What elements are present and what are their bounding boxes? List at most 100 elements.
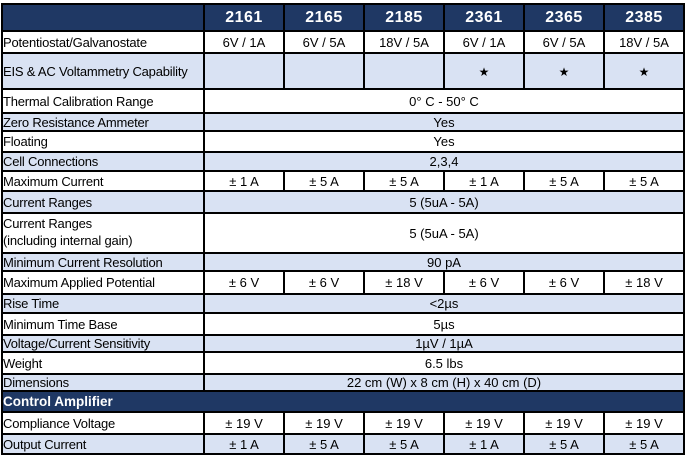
table-row-zero-resistance-ammeter: Zero Resistance Ammeter Yes [1, 112, 685, 132]
value-potentiostat-galvanostate-2385: 18V / 5A [603, 30, 685, 54]
value-eis-ac-voltammetry-capability-2165 [283, 52, 365, 90]
value-eis-ac-voltammetry-capability-2365: ★ [523, 52, 605, 90]
row-label-zero-resistance-ammeter: Zero Resistance Ammeter [1, 112, 205, 132]
table-row-minimum-time-base: Minimum Time Base 5µs [1, 312, 685, 336]
column-header-2165: 2165 [283, 3, 365, 32]
value-compliance-voltage-2185: ± 19 V [363, 411, 445, 435]
value-maximum-current-2365: ± 5 A [523, 170, 605, 192]
value-zero-resistance-ammeter: Yes [203, 112, 685, 132]
table-row-maximum-current: Maximum Current ± 1 A ± 5 A ± 5 A ± 1 A ± 5 A… [1, 170, 685, 192]
table-row-thermal-calibration-range: Thermal Calibration Range 0° C - 50° C [1, 88, 685, 114]
value-eis-ac-voltammetry-capability-2361: ★ [443, 52, 525, 90]
value-weight: 6.5 lbs [203, 351, 685, 375]
value-dimensions: 22 cm (W) x 8 cm (H) x 40 cm (D) [203, 373, 685, 392]
value-compliance-voltage-2161: ± 19 V [203, 411, 285, 435]
table-row-minimum-current-resolution: Minimum Current Resolution 90 pA [1, 252, 685, 272]
star-icon: ★ [638, 64, 650, 79]
section-header-control-amplifier: Control Amplifier [1, 390, 685, 413]
table-row-rise-time: Rise Time <2µs [1, 293, 685, 314]
row-label-minimum-current-resolution: Minimum Current Resolution [1, 252, 205, 272]
value-current-ranges: 5 (5uA - 5A) [203, 212, 685, 254]
row-label-cell-connections: Cell Connections [1, 151, 205, 172]
row-label-dimensions: Dimensions [1, 373, 205, 392]
row-label-current-ranges: Current Ranges (including internal gain) [1, 212, 205, 254]
value-eis-ac-voltammetry-capability-2385: ★ [603, 52, 685, 90]
value-thermal-calibration-range: 0° C - 50° C [203, 88, 685, 114]
row-label-current-ranges: Current Ranges [1, 190, 205, 214]
row-label-maximum-current: Maximum Current [1, 170, 205, 192]
row-label-output-current: Output Current [1, 433, 205, 455]
value-maximum-applied-potential-2385: ± 18 V [603, 270, 685, 295]
value-maximum-applied-potential-2185: ± 18 V [363, 270, 445, 295]
row-label-maximum-applied-potential: Maximum Applied Potential [1, 270, 205, 295]
table-row-weight: Weight 6.5 lbs [1, 351, 685, 375]
value-output-current-2185: ± 5 A [363, 433, 445, 455]
table-header-row: 2161 2165 2185 2361 2365 2385 [1, 3, 685, 32]
row-label-line2: (including internal gain) [3, 233, 133, 248]
value-compliance-voltage-2165: ± 19 V [283, 411, 365, 435]
value-minimum-current-resolution: 90 pA [203, 252, 685, 272]
value-maximum-current-2161: ± 1 A [203, 170, 285, 192]
column-header-2365: 2365 [523, 3, 605, 32]
row-label-voltage-current-sensitivity: Voltage/Current Sensitivity [1, 334, 205, 353]
table-row-output-current: Output Current ± 1 A ± 5 A ± 5 A ± 1 A ± 5 A ±… [1, 433, 685, 455]
row-label-floating: Floating [1, 130, 205, 153]
value-maximum-current-2361: ± 1 A [443, 170, 525, 192]
value-output-current-2365: ± 5 A [523, 433, 605, 455]
value-rise-time: <2µs [203, 293, 685, 314]
value-output-current-2361: ± 1 A [443, 433, 525, 455]
value-cell-connections: 2,3,4 [203, 151, 685, 172]
column-header-2161: 2161 [203, 3, 285, 32]
value-compliance-voltage-2365: ± 19 V [523, 411, 605, 435]
value-maximum-applied-potential-2165: ± 6 V [283, 270, 365, 295]
table-row-current-ranges: Current Ranges (including internal gain) 5… [1, 212, 685, 254]
table-row-current-ranges: Current Ranges 5 (5uA - 5A) [1, 190, 685, 214]
row-label-weight: Weight [1, 351, 205, 375]
value-potentiostat-galvanostate-2365: 6V / 5A [523, 30, 605, 54]
column-header-2185: 2185 [363, 3, 445, 32]
table-row-voltage-current-sensitivity: Voltage/Current Sensitivity 1µV / 1µA [1, 334, 685, 353]
value-voltage-current-sensitivity: 1µV / 1µA [203, 334, 685, 353]
column-header-2361: 2361 [443, 3, 525, 32]
row-label-line1: Current Ranges [3, 216, 92, 232]
row-label-thermal-calibration-range: Thermal Calibration Range [1, 88, 205, 114]
value-maximum-current-2165: ± 5 A [283, 170, 365, 192]
row-label-compliance-voltage: Compliance Voltage [1, 411, 205, 435]
value-maximum-current-2385: ± 5 A [603, 170, 685, 192]
table-row-maximum-applied-potential: Maximum Applied Potential ± 6 V ± 6 V ± 18 … [1, 270, 685, 295]
table-row-floating: Floating Yes [1, 130, 685, 153]
value-floating: Yes [203, 130, 685, 153]
table-row-potentiostat-galvanostate: Potentiostat/Galvanostate 6V / 1A 6V / 5A 1… [1, 30, 685, 54]
table-row-compliance-voltage: Compliance Voltage ± 19 V ± 19 V ± 19 V ± 19… [1, 411, 685, 435]
table-row-control-amplifier: Control Amplifier [1, 390, 685, 413]
value-current-ranges: 5 (5uA - 5A) [203, 190, 685, 214]
value-maximum-applied-potential-2161: ± 6 V [203, 270, 285, 295]
row-label-potentiostat-galvanostate: Potentiostat/Galvanostate [1, 30, 205, 54]
column-header-2385: 2385 [603, 3, 685, 32]
value-eis-ac-voltammetry-capability-2185 [363, 52, 445, 90]
value-potentiostat-galvanostate-2165: 6V / 5A [283, 30, 365, 54]
value-potentiostat-galvanostate-2361: 6V / 1A [443, 30, 525, 54]
value-output-current-2385: ± 5 A [603, 433, 685, 455]
table-row-cell-connections: Cell Connections 2,3,4 [1, 151, 685, 172]
row-label-minimum-time-base: Minimum Time Base [1, 312, 205, 336]
value-maximum-applied-potential-2361: ± 6 V [443, 270, 525, 295]
value-maximum-applied-potential-2365: ± 6 V [523, 270, 605, 295]
star-icon: ★ [558, 64, 570, 79]
row-label-rise-time: Rise Time [1, 293, 205, 314]
spec-comparison-table: 2161 2165 2185 2361 2365 2385 Potentiostat/Gal… [1, 3, 685, 455]
value-output-current-2165: ± 5 A [283, 433, 365, 455]
value-potentiostat-galvanostate-2185: 18V / 5A [363, 30, 445, 54]
value-minimum-time-base: 5µs [203, 312, 685, 336]
table-row-dimensions: Dimensions 22 cm (W) x 8 cm (H) x 40 cm (… [1, 373, 685, 392]
value-eis-ac-voltammetry-capability-2161 [203, 52, 285, 90]
table-row-eis-ac-voltammetry-capability: EIS & AC Voltammetry Capability ★ ★ ★ [1, 52, 685, 90]
value-maximum-current-2185: ± 5 A [363, 170, 445, 192]
value-compliance-voltage-2361: ± 19 V [443, 411, 525, 435]
value-output-current-2161: ± 1 A [203, 433, 285, 455]
star-icon: ★ [478, 64, 490, 79]
table-corner-cell [1, 3, 205, 32]
value-potentiostat-galvanostate-2161: 6V / 1A [203, 30, 285, 54]
row-label-eis-ac-voltammetry-capability: EIS & AC Voltammetry Capability [1, 52, 205, 90]
value-compliance-voltage-2385: ± 19 V [603, 411, 685, 435]
